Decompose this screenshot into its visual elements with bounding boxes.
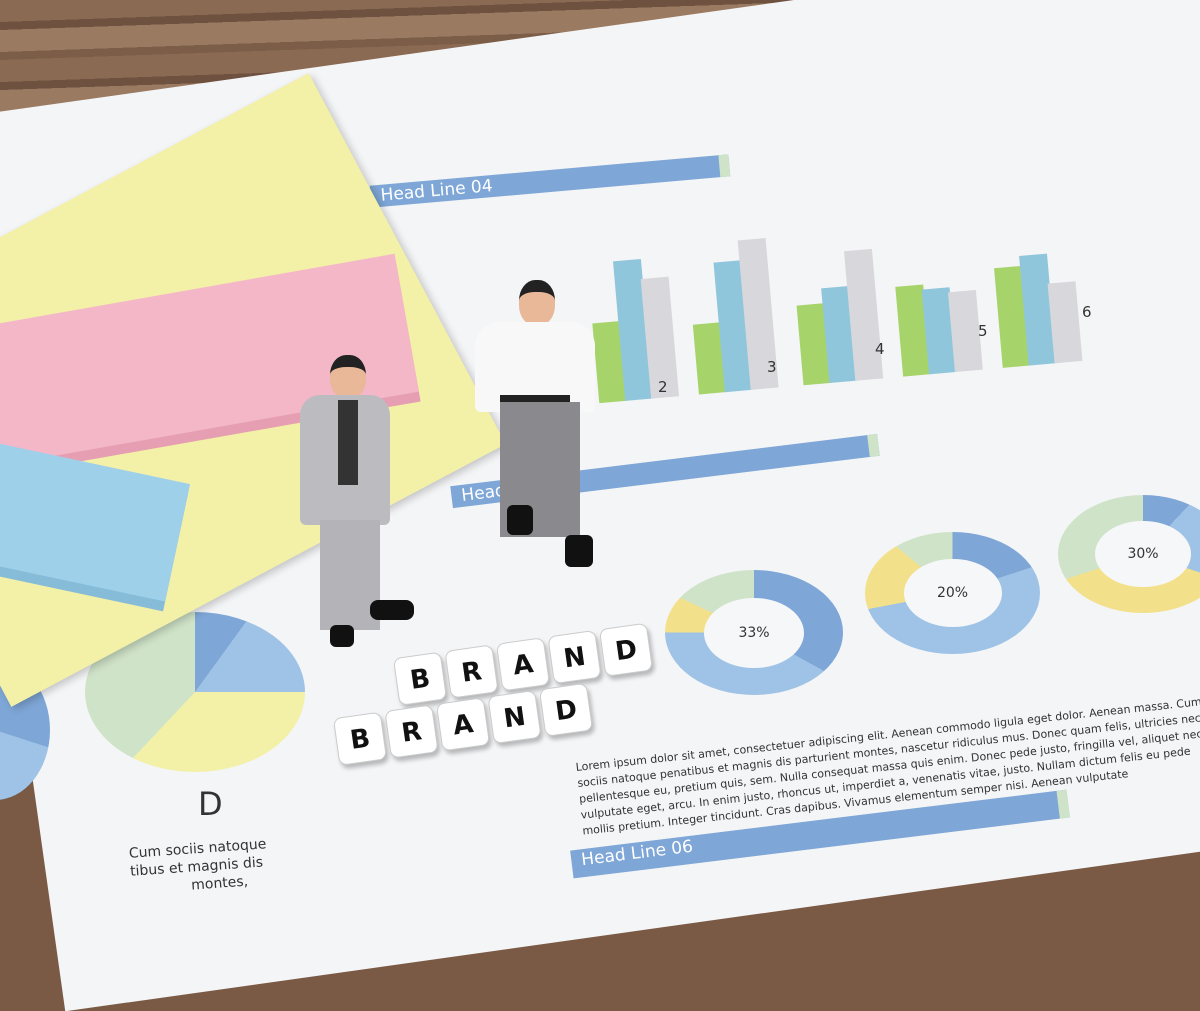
bar-label: 3 <box>767 358 777 376</box>
figurine-suit <box>290 355 414 655</box>
donut-chart: 30% <box>1058 495 1200 613</box>
donut-label: 33% <box>704 597 804 668</box>
letter-block: A <box>495 637 551 692</box>
donut-label: 20% <box>903 558 1002 628</box>
bar-label: 2 <box>658 378 668 396</box>
figurine-shirt <box>465 280 605 570</box>
donut-chart: 20% <box>865 532 1040 654</box>
letter-block: D <box>598 622 654 677</box>
letter-block: N <box>547 629 602 685</box>
donut-chart: 33% <box>665 570 843 695</box>
bar-label: 5 <box>978 322 988 340</box>
letter-block: B <box>392 651 448 706</box>
bar-label: 4 <box>875 340 885 358</box>
letter-block: N <box>487 689 542 745</box>
letter-block: D <box>538 682 594 737</box>
letter-block: B <box>332 711 388 766</box>
pie-caption: Cum sociis natoque tibus et magnis dis m… <box>128 835 269 898</box>
bar-label: 6 <box>1082 303 1092 321</box>
pie-label: D <box>198 785 223 823</box>
letter-block: R <box>384 704 439 759</box>
letter-block: R <box>444 644 499 699</box>
letter-block: A <box>435 697 491 752</box>
bar <box>1047 281 1083 364</box>
donut-label: 30% <box>1095 520 1191 588</box>
